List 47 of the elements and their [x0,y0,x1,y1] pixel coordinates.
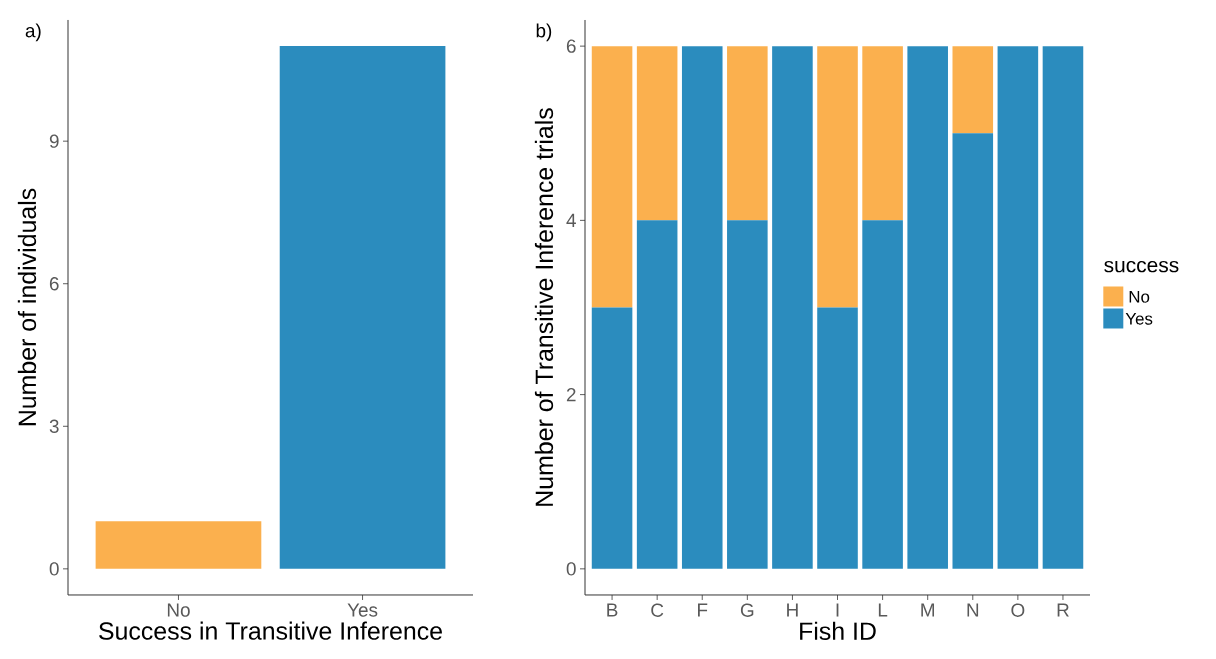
x-tick-label: C [651,603,664,617]
x-tick-label: L [878,603,888,617]
x-tick-label: I [836,603,839,617]
bar [862,46,903,221]
x-tick-label: H [787,603,798,617]
bar [591,46,633,308]
bar [727,46,768,221]
y-tick-label: 9 [49,134,59,148]
text: b) [536,23,552,42]
x-tick-label: M [921,603,935,617]
text: a) [25,23,41,42]
bar [591,307,633,569]
y-axis-title: Number of individuals [17,188,37,426]
x-tick-label: O [1011,603,1025,617]
y-tick-label: 2 [566,388,576,402]
bar [1042,46,1084,569]
x-tick-label: B [607,603,618,617]
y-tick-label: 0 [566,562,576,576]
bar [636,46,678,221]
y-tick-label: 3 [49,419,59,433]
x-tick-label: G [740,603,754,617]
y-tick-label: 6 [566,39,576,53]
bar [952,133,994,569]
x-tick-label: R [1057,603,1069,617]
bar [681,46,723,569]
legend-label: Yes [1125,312,1153,325]
bar [727,220,768,569]
x-axis-title: Success in Transitive Inference [99,621,442,640]
bar [817,307,858,569]
bar [817,46,858,308]
legend-title: success [1104,260,1179,273]
bar [952,46,994,134]
bar [862,220,903,569]
bar [636,220,678,569]
x-tick-label: F [698,603,708,617]
legend-label: No [1129,290,1150,303]
x-tick-label: No [167,603,190,617]
bar [907,46,948,569]
y-axis-title: Number of Transitive Inference trials [534,108,554,506]
x-tick-label: Yes [347,603,378,617]
bar [997,46,1039,569]
y-tick-label: 0 [49,562,59,576]
y-tick-label: 6 [49,277,59,291]
x-tick-label: N [967,603,979,617]
x-axis-title: Fish ID [800,621,876,641]
bar [772,46,813,569]
y-tick-label: 4 [566,213,576,227]
